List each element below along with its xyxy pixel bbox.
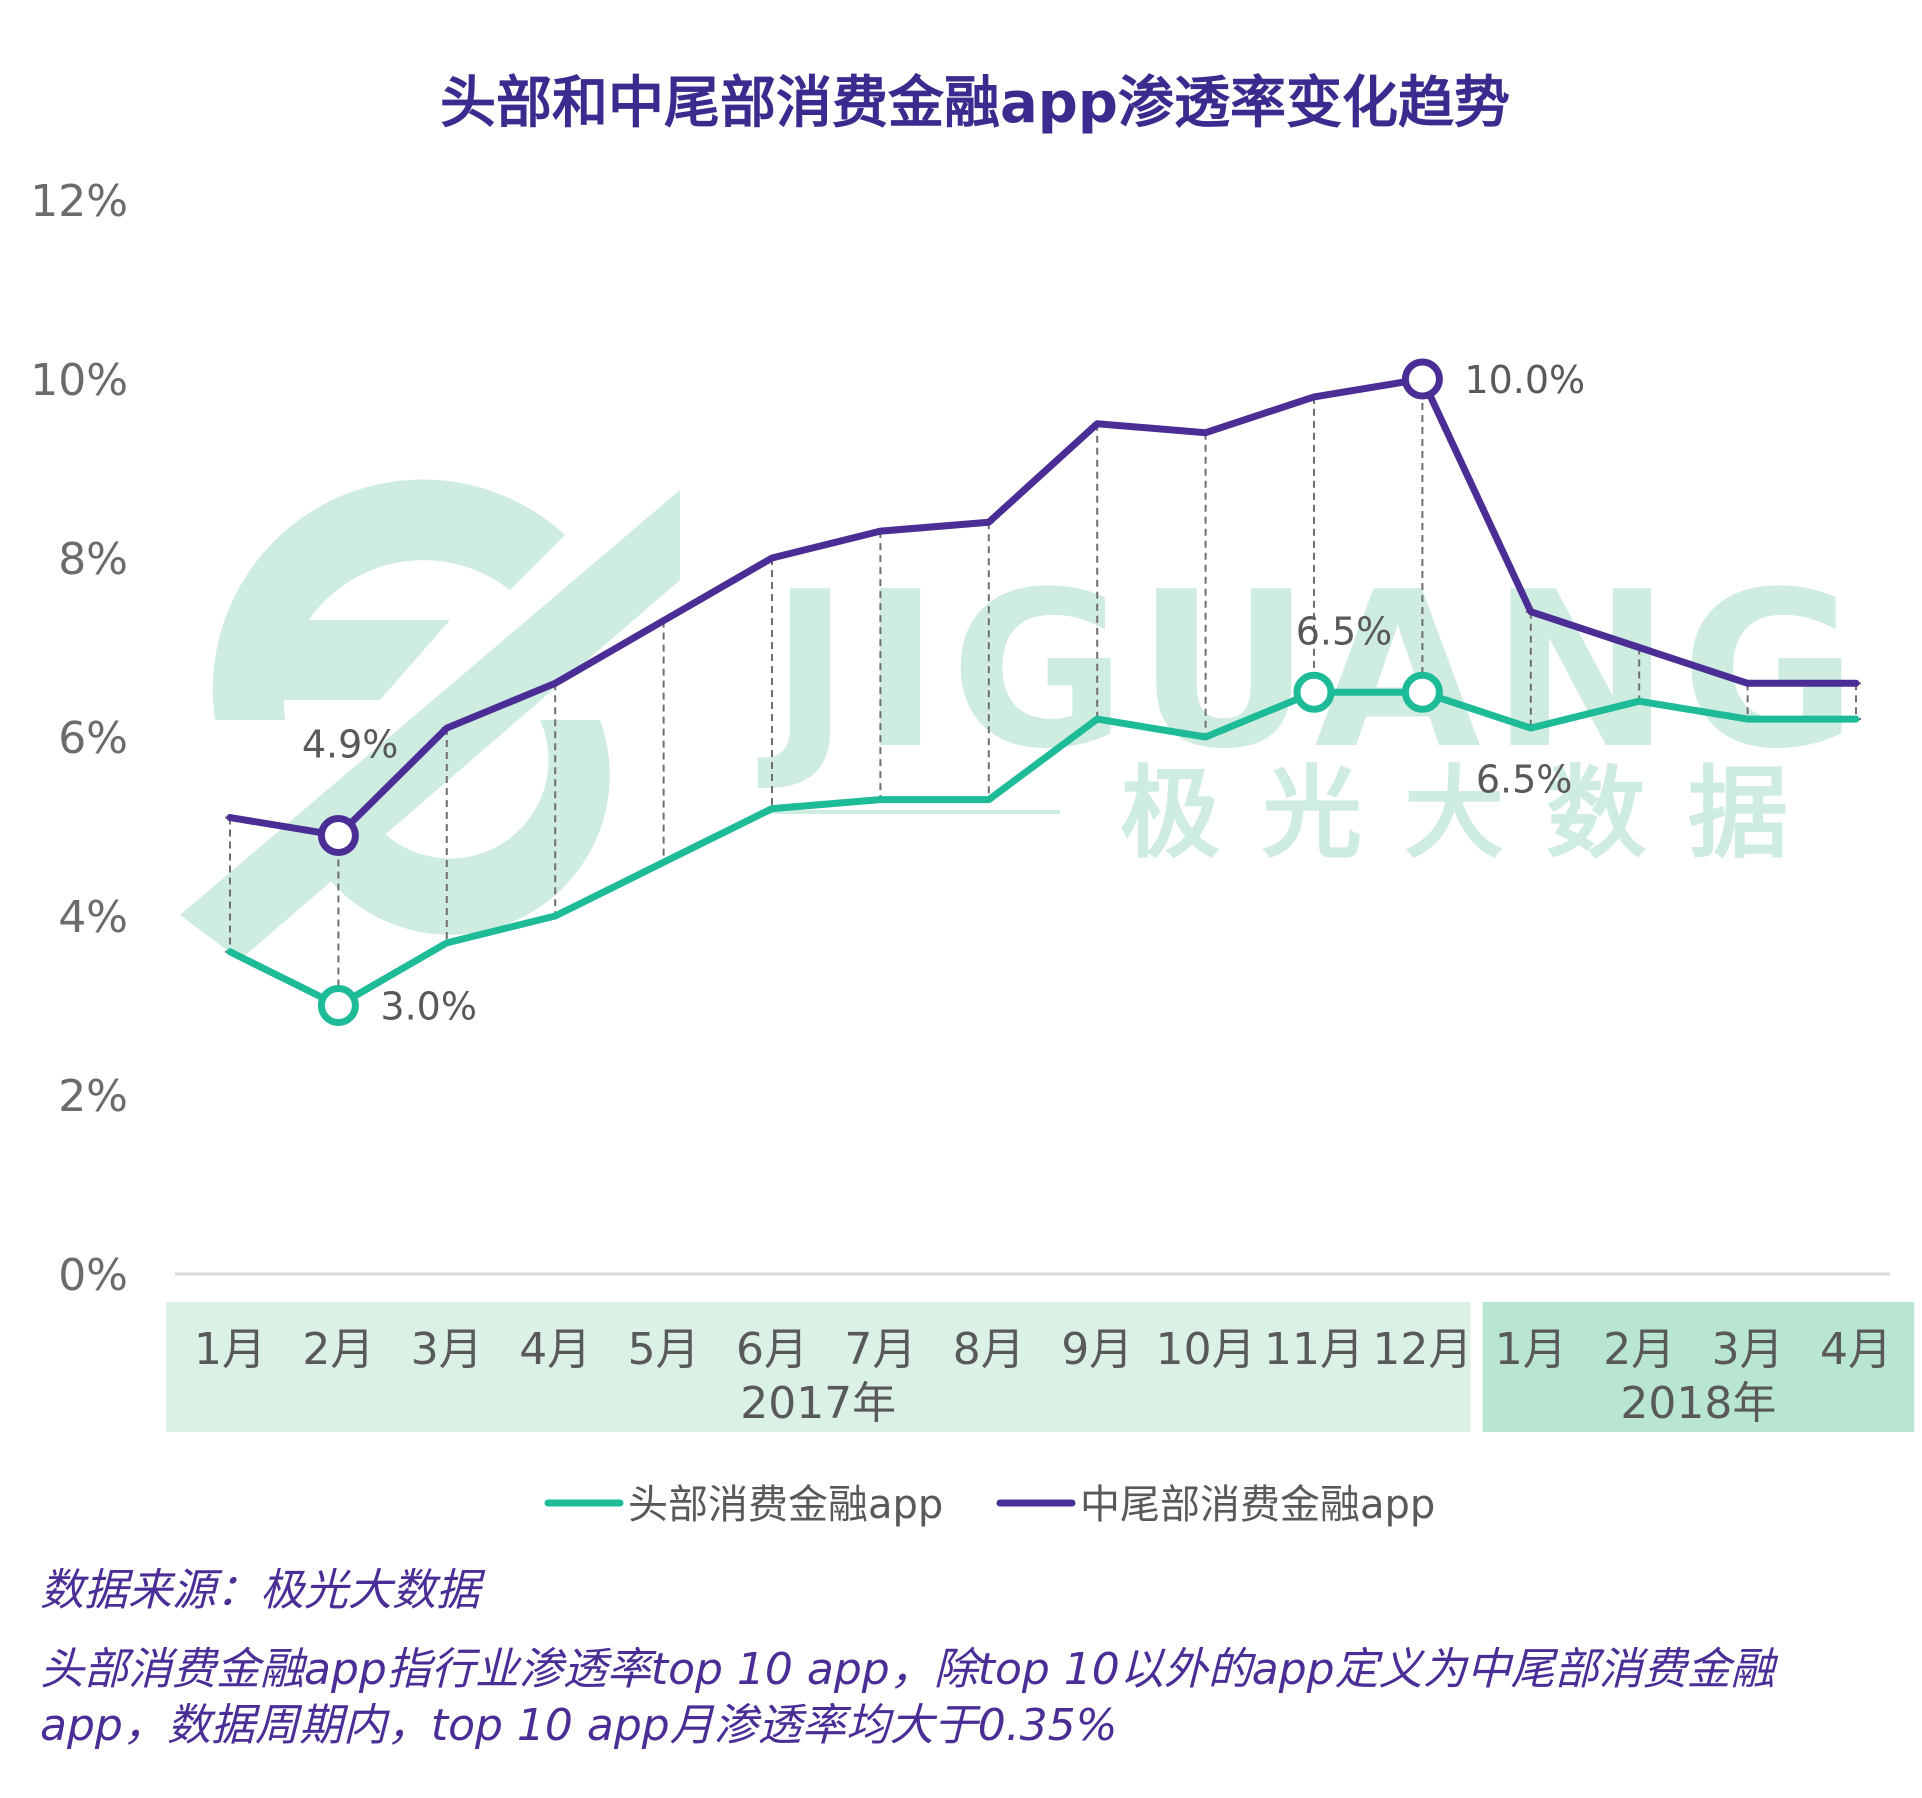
legend-label: 头部消费金融app bbox=[628, 1482, 943, 1528]
year-group-label: 2018年 bbox=[1620, 1378, 1776, 1429]
y-tick-label: 8% bbox=[58, 534, 128, 585]
highlight-marker bbox=[317, 814, 359, 856]
chart-title: 头部和中尾部消费金融app渗透率变化趋势 bbox=[440, 71, 1510, 136]
data-label: 3.0% bbox=[380, 985, 477, 1029]
y-tick-label: 12% bbox=[30, 176, 128, 227]
x-tick-label: 4月 bbox=[1820, 1324, 1892, 1375]
x-tick-label: 4月 bbox=[519, 1324, 591, 1375]
x-tick-label: 12月 bbox=[1372, 1324, 1472, 1375]
data-label: 4.9% bbox=[302, 722, 399, 766]
x-tick-label: 5月 bbox=[628, 1324, 700, 1375]
series-line-head bbox=[226, 688, 1860, 1009]
y-axis-ticks: 12% 10% 8% 6% 4% 2% 0% bbox=[30, 176, 128, 1301]
year-group-label: 2017年 bbox=[740, 1378, 896, 1429]
x-tick-label: 2月 bbox=[302, 1324, 374, 1375]
highlight-marker bbox=[1401, 671, 1443, 713]
x-tick-label: 2月 bbox=[1603, 1324, 1675, 1375]
x-axis-band: 1月 2月 3月 4月 5月 6月 7月 8月 9月 10月 11月 12月 2017年 1月 2月 3月 4月… bbox=[165, 1302, 1915, 1432]
data-labels: 3.0% 6.5% 6.5% 4.9% 10.0% bbox=[302, 358, 1585, 1029]
x-tick-label: 1月 bbox=[194, 1324, 266, 1375]
series-lines bbox=[226, 375, 1860, 1009]
series-line-tail bbox=[226, 375, 1860, 839]
watermark-brand-text: JIGUANG bbox=[757, 545, 1867, 796]
x-tick-label: 10月 bbox=[1156, 1324, 1256, 1375]
highlight-markers bbox=[317, 358, 1443, 1026]
y-tick-label: 0% bbox=[58, 1250, 128, 1301]
y-tick-label: 10% bbox=[30, 355, 128, 406]
y-tick-label: 2% bbox=[58, 1071, 128, 1122]
footnote-line-1: 头部消费金融app指行业渗透率top 10 app，除top 10以外的app定… bbox=[40, 1644, 1779, 1695]
x-tick-label: 9月 bbox=[1061, 1324, 1133, 1375]
year-band-2 bbox=[1482, 1302, 1915, 1432]
footnote-line-2: app，数据周期内，top 10 app月渗透率均大于0.35% bbox=[40, 1700, 1117, 1751]
data-label: 6.5% bbox=[1296, 609, 1393, 653]
x-tick-label: 11月 bbox=[1264, 1324, 1364, 1375]
watermark: JIGUANG 极光大数据 bbox=[180, 479, 1867, 960]
highlight-marker bbox=[1401, 358, 1443, 400]
source-note: 数据来源：极光大数据 bbox=[40, 1565, 486, 1616]
x-tick-label: 6月 bbox=[736, 1324, 808, 1375]
highlight-marker bbox=[317, 985, 359, 1026]
year-band-1 bbox=[165, 1302, 1471, 1432]
watermark-logo-icon bbox=[180, 479, 680, 960]
data-label: 10.0% bbox=[1464, 358, 1585, 402]
x-tick-label: 8月 bbox=[953, 1324, 1025, 1375]
legend: 头部消费金融app 中尾部消费金融app bbox=[544, 1482, 1435, 1528]
legend-label: 中尾部消费金融app bbox=[1080, 1482, 1435, 1528]
data-label: 6.5% bbox=[1476, 757, 1573, 801]
highlight-marker bbox=[1293, 671, 1335, 713]
x-tick-label: 3月 bbox=[1712, 1324, 1784, 1375]
y-tick-label: 6% bbox=[58, 713, 128, 764]
x-tick-label: 1月 bbox=[1495, 1324, 1567, 1375]
x-tick-label: 7月 bbox=[844, 1324, 916, 1375]
y-tick-label: 4% bbox=[58, 892, 128, 943]
watermark-cn-text: 极光大数据 bbox=[1120, 755, 1830, 872]
x-tick-label: 3月 bbox=[411, 1324, 483, 1375]
